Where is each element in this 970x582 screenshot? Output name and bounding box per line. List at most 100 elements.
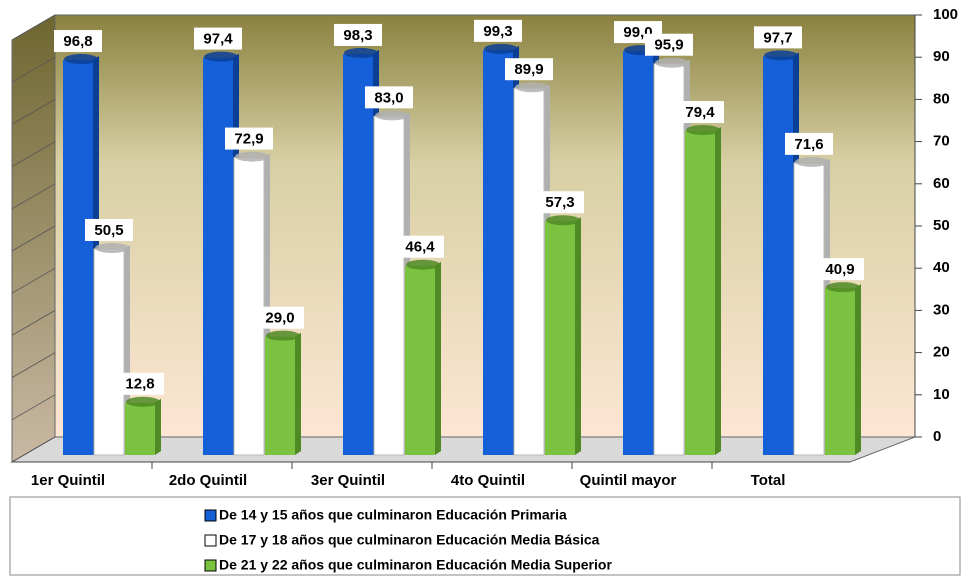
x-tick-label: Quintil mayor — [580, 472, 677, 489]
legend — [9, 496, 961, 576]
y-tick-label: 30 — [933, 301, 950, 318]
value-label-box — [256, 306, 304, 329]
value-label-box — [194, 27, 242, 50]
bar-body — [685, 131, 715, 455]
y-tick-label: 90 — [933, 48, 950, 65]
bar-top — [686, 125, 720, 136]
value-label-box — [116, 372, 164, 395]
value-label-box — [474, 19, 522, 42]
y-tick-label: 70 — [933, 133, 950, 150]
bar-side — [155, 398, 161, 455]
wall-line — [11, 14, 56, 41]
bar-body — [513, 87, 545, 456]
bar-top — [64, 54, 98, 65]
value-label-box — [785, 132, 833, 155]
value-label-box — [505, 58, 553, 81]
x-tick-label: 1er Quintil — [31, 472, 105, 489]
bar-top — [546, 215, 580, 226]
bar — [265, 330, 301, 455]
x-tick-label: 3er Quintil — [311, 472, 385, 489]
y-tick-label: 20 — [933, 344, 950, 361]
bar-body — [825, 288, 855, 455]
bar-body — [623, 51, 653, 456]
bar-body — [125, 402, 155, 455]
value-label: 96,8 — [63, 33, 92, 50]
value-label: 97,7 — [763, 29, 792, 46]
value-label-box — [396, 235, 444, 258]
x-tick-label: Total — [751, 472, 786, 489]
bar-top — [484, 43, 518, 54]
bar-body — [763, 56, 793, 455]
bar-top — [126, 396, 160, 407]
wall-line — [11, 394, 56, 421]
bar-body — [63, 60, 93, 455]
bar-top — [266, 330, 300, 341]
value-label: 99,3 — [483, 23, 512, 40]
value-label-box — [816, 258, 864, 281]
value-label: 72,9 — [234, 131, 263, 148]
legend-swatch — [204, 559, 217, 572]
value-label-box — [334, 23, 382, 46]
value-label: 29,0 — [265, 310, 294, 327]
bar — [63, 54, 99, 455]
value-label-box — [754, 26, 802, 49]
wall-line — [11, 56, 56, 83]
bar-body — [265, 336, 295, 455]
bar-body — [373, 115, 405, 456]
y-tick-label: 60 — [933, 175, 950, 192]
bar-top — [655, 57, 689, 68]
bar-body — [343, 53, 373, 455]
bar-body — [233, 157, 265, 456]
value-label: 46,4 — [405, 239, 435, 256]
x-tick-label: 2do Quintil — [169, 472, 247, 489]
y-tick-label: 50 — [933, 217, 950, 234]
bar — [685, 125, 721, 455]
bar — [93, 242, 130, 456]
value-label-box — [676, 101, 724, 124]
bar-body — [483, 49, 513, 456]
bar-body — [203, 57, 233, 455]
bar-top — [515, 82, 549, 93]
bar — [513, 82, 550, 456]
value-label: 12,8 — [125, 376, 154, 393]
bar — [373, 110, 410, 456]
bar-top — [764, 50, 798, 61]
legend-label: De 14 y 15 años que culminaron Educación… — [219, 507, 567, 523]
bar-top — [204, 51, 238, 62]
wall-line — [11, 436, 56, 463]
value-label: 89,9 — [514, 61, 543, 78]
bar-body — [653, 63, 685, 456]
y-tick-label: 100 — [933, 6, 958, 23]
value-label: 40,9 — [825, 261, 854, 278]
bar — [405, 259, 441, 455]
value-label: 79,4 — [685, 104, 715, 121]
wall-line — [11, 310, 56, 336]
x-tick-label: 4to Quintil — [451, 472, 525, 489]
bar — [233, 151, 270, 456]
bar-top — [795, 156, 829, 167]
bar — [125, 396, 161, 455]
y-tick-label: 40 — [933, 259, 950, 276]
value-label: 83,0 — [374, 89, 403, 106]
bar-top — [826, 282, 860, 293]
bar-top — [375, 110, 409, 121]
value-label-box — [85, 218, 133, 241]
wall-line — [11, 267, 56, 294]
bar-body — [793, 162, 825, 456]
bar-side — [575, 217, 581, 455]
bar-side — [855, 284, 861, 455]
y-tick-label: 80 — [933, 90, 950, 107]
value-label: 95,9 — [654, 37, 683, 54]
bar — [545, 215, 581, 455]
legend-swatch — [204, 509, 217, 522]
bar-body — [545, 221, 575, 455]
value-label: 50,5 — [94, 222, 123, 239]
y-tick-label: 0 — [933, 428, 941, 445]
bar-top — [235, 151, 269, 162]
bar-body — [93, 248, 125, 456]
wall-line — [11, 141, 56, 167]
bar — [793, 156, 830, 456]
y-tick-label: 10 — [933, 386, 950, 403]
bar — [825, 282, 861, 455]
